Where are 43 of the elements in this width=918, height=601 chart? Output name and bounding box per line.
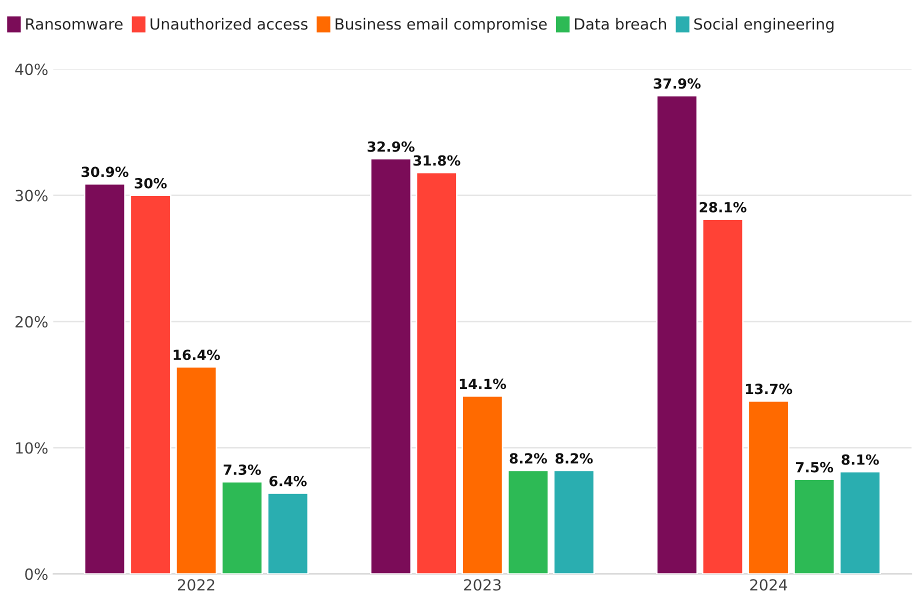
bar xyxy=(656,94,698,574)
data-label: 6.4% xyxy=(269,476,307,486)
bar xyxy=(793,478,836,574)
data-label: 30% xyxy=(134,178,167,188)
bar xyxy=(130,194,172,574)
bar xyxy=(462,395,504,574)
data-label: 30.9% xyxy=(82,166,128,178)
bar xyxy=(416,172,458,574)
data-label: 7.5% xyxy=(796,462,834,472)
legend-label: Unauthorized access xyxy=(150,18,308,30)
data-label: 13.7% xyxy=(746,384,792,394)
y-tick-label: 20% xyxy=(16,316,48,328)
bar xyxy=(370,158,412,574)
data-label: 32.9% xyxy=(368,141,415,152)
bar xyxy=(175,366,218,574)
data-label: 16.4% xyxy=(174,350,220,360)
x-tick-label: 2022 xyxy=(178,579,214,591)
y-tick-label: 30% xyxy=(16,190,48,202)
data-label: 8.2% xyxy=(556,453,593,464)
bar xyxy=(839,471,881,574)
y-tick-label: 40% xyxy=(15,64,48,76)
legend-label: Social engineering xyxy=(694,18,834,33)
x-tick-label: 2023 xyxy=(464,579,501,591)
x-tick-label: 2024 xyxy=(750,579,788,591)
bar xyxy=(221,481,263,574)
data-label: 37.9% xyxy=(654,78,701,89)
bar xyxy=(507,470,550,574)
legend-label: Data breach xyxy=(574,18,666,30)
y-tick-label: 10% xyxy=(16,442,48,454)
bar xyxy=(84,183,126,574)
bar xyxy=(748,400,790,574)
data-label: 31.8% xyxy=(413,155,460,166)
data-label: 14.1% xyxy=(460,378,506,390)
bar xyxy=(267,492,309,574)
data-label: 7.3% xyxy=(224,464,261,475)
data-label: 8.1% xyxy=(842,454,879,465)
legend-label: Business email compromise xyxy=(336,18,547,33)
bar xyxy=(702,218,744,574)
data-label: 8.2% xyxy=(510,453,548,464)
data-label: 28.1% xyxy=(700,202,746,212)
bar xyxy=(553,470,595,574)
y-tick-label: 0% xyxy=(25,568,48,580)
legend-label: Ransomware xyxy=(26,18,123,30)
